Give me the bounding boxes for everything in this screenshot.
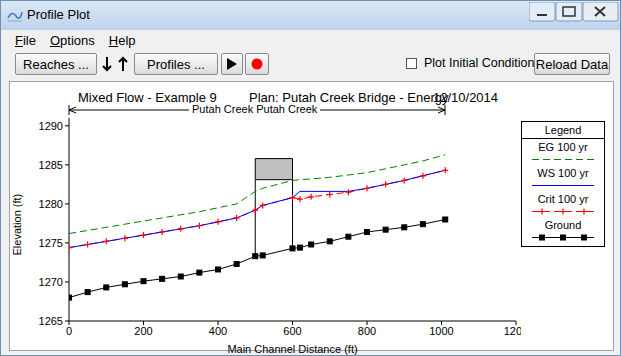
svg-text:400: 400 [209,325,227,337]
svg-text:1285: 1285 [39,159,63,171]
html-text:Plot Initial Conditions: Plot Initial Conditions [424,56,541,70]
svg-text:1000: 1000 [429,325,453,337]
html-text:EG 100 yr: EG 100 yr [538,141,588,153]
svg-text:1275: 1275 [39,237,63,249]
svg-text:1290: 1290 [39,120,63,132]
svg-text:200: 200 [134,325,152,337]
html-text:F ile: F ile [15,33,36,48]
html-text:Profiles ...: Profiles ... [147,56,205,72]
svg-text:Elevation (ft): Elevation (ft) [11,194,23,256]
html-text:Putah Creek Putah Creek: Putah Creek Putah Creek [192,103,318,115]
html-text:Mixed Flow - Example 9: Mixed Flow - Example 9 [78,90,217,105]
html-text:Legend: Legend [544,124,582,136]
svg-text:1270: 1270 [39,276,63,288]
html-text:Ground: Ground [544,219,582,231]
html-text:O ptions: O ptions [50,33,95,48]
svg-text:1265: 1265 [39,315,63,327]
html-text:Plan: Putah Creek Bridge - Ene: Plan: Putah Creek Bridge - Energy [249,90,449,105]
svg-text:0: 0 [66,325,72,337]
html-text:WS 100 yr: WS 100 yr [537,167,589,179]
html-text:Reaches ...: Reaches ... [23,56,89,72]
html-text:H elp: H elp [108,33,136,48]
html-text:Crit 100 yr: Crit 100 yr [537,193,589,205]
svg-text:1280: 1280 [39,198,63,210]
svg-text:Main Channel Distance (ft): Main Channel Distance (ft) [227,343,357,355]
svg-text:600: 600 [283,325,301,337]
svg-text:1200: 1200 [504,325,521,337]
svg-text:800: 800 [358,325,376,337]
html-text:Reload Data: Reload Data [535,56,609,72]
html-text:12/10/2014: 12/10/2014 [433,90,499,105]
html-text:Profile Plot: Profile Plot [27,7,90,22]
